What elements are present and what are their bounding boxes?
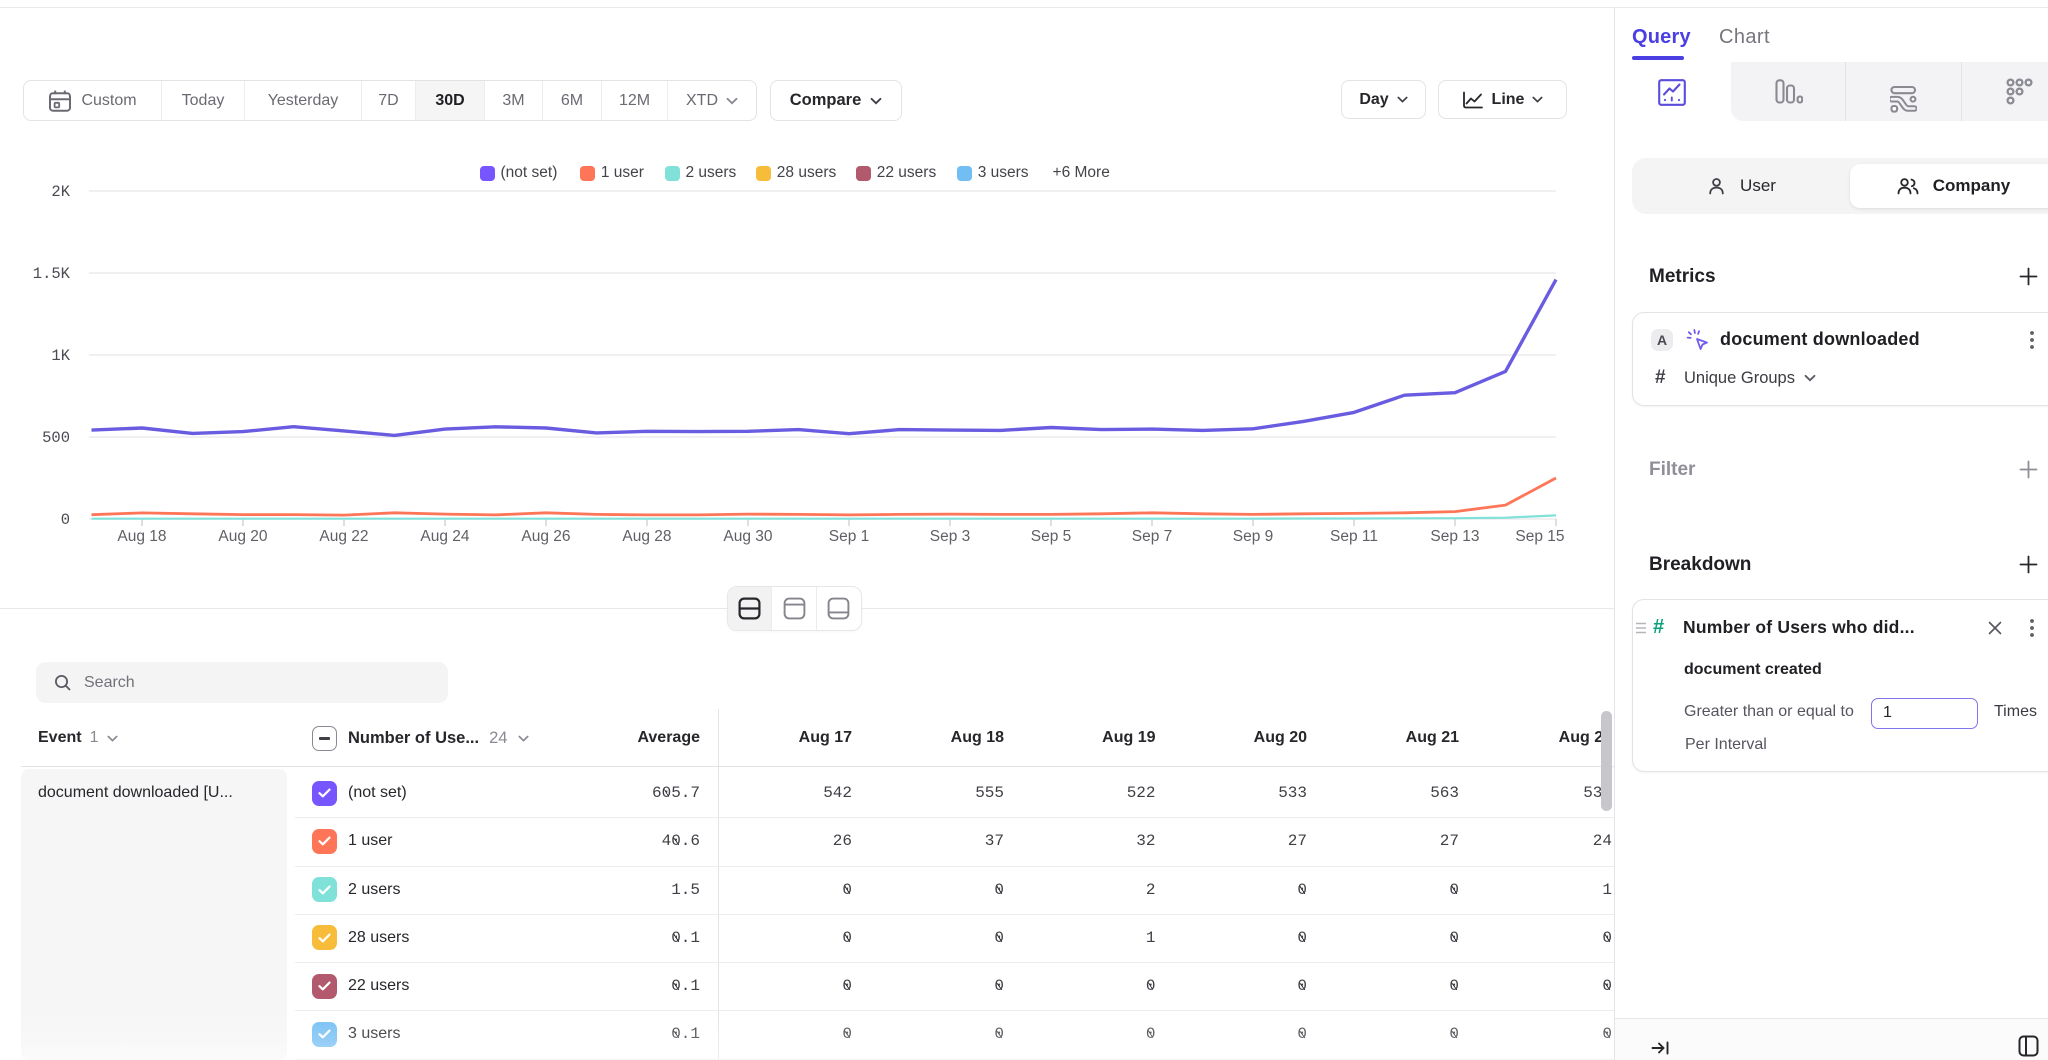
svg-text:1.5K: 1.5K [33, 265, 71, 283]
svg-text:Aug 28: Aug 28 [622, 528, 671, 545]
svg-text:Aug 26: Aug 26 [521, 528, 570, 545]
svg-text:Aug 22: Aug 22 [319, 528, 368, 545]
svg-text:Sep 5: Sep 5 [1031, 528, 1072, 545]
svg-text:Aug 30: Aug 30 [723, 528, 773, 545]
svg-text:Aug 20: Aug 20 [218, 528, 268, 545]
svg-text:0: 0 [61, 511, 70, 529]
svg-text:Sep 7: Sep 7 [1132, 528, 1173, 545]
svg-text:Sep 1: Sep 1 [829, 528, 870, 545]
svg-text:Sep 11: Sep 11 [1330, 528, 1378, 545]
svg-text:Aug 18: Aug 18 [117, 528, 166, 545]
svg-text:1K: 1K [51, 347, 70, 365]
svg-text:Sep 9: Sep 9 [1233, 528, 1274, 545]
svg-text:Sep 3: Sep 3 [930, 528, 971, 545]
svg-text:Sep 15: Sep 15 [1515, 528, 1564, 545]
svg-text:500: 500 [42, 429, 70, 447]
svg-text:2K: 2K [51, 183, 70, 201]
svg-text:Sep 13: Sep 13 [1430, 528, 1479, 545]
svg-text:Aug 24: Aug 24 [420, 528, 470, 545]
